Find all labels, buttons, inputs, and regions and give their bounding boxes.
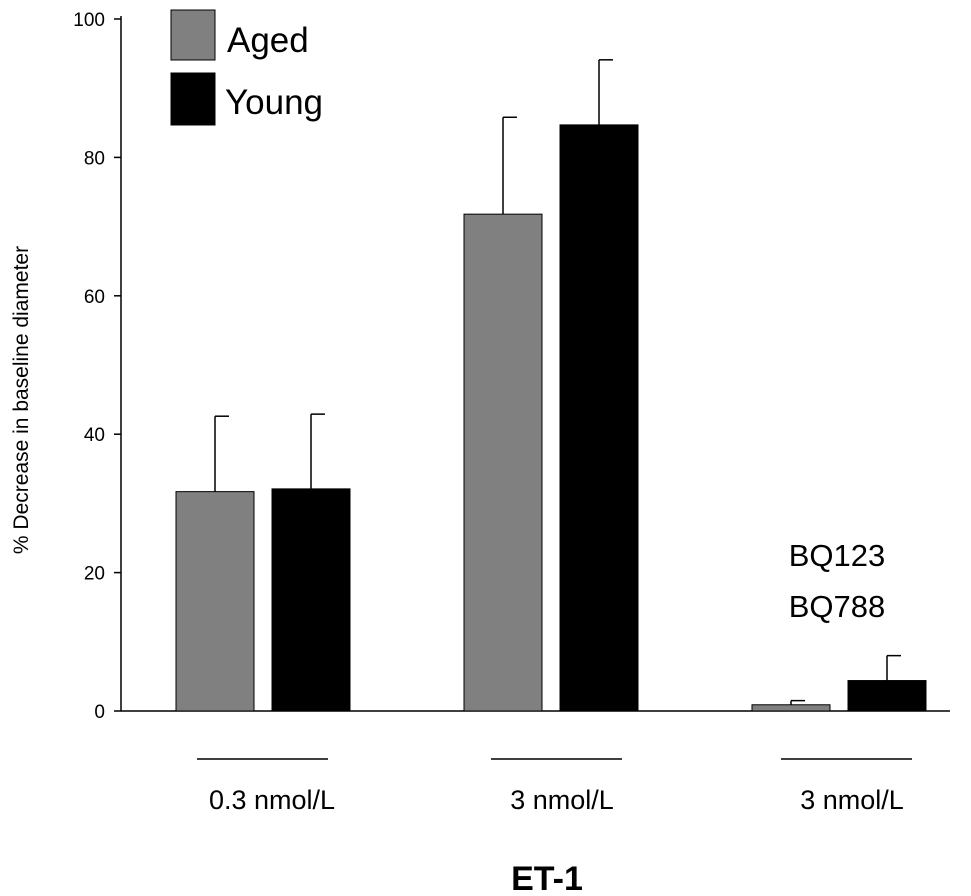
- legend-label-aged: Aged: [227, 21, 309, 60]
- bar-young: [847, 680, 927, 712]
- category-labels: 0.3 nmol/L 3 nmol/L 3 nmol/L: [197, 758, 912, 815]
- y-tick-label: 60: [84, 287, 105, 308]
- x-axis-title: ET-1: [511, 860, 583, 896]
- bars: [175, 59, 927, 712]
- annotation-bq788: BQ788: [789, 589, 886, 624]
- annotation-bq123: BQ123: [789, 538, 886, 573]
- bar-aged: [463, 213, 543, 712]
- category-label: 0.3 nmol/L: [209, 785, 335, 815]
- category-label: 3 nmol/L: [800, 785, 904, 815]
- legend: Aged Young: [170, 9, 323, 126]
- legend-swatch-aged: [170, 9, 216, 61]
- bar-young: [559, 124, 639, 712]
- bar-young: [271, 488, 351, 712]
- legend-label-young: Young: [225, 83, 323, 122]
- legend-swatch-young: [170, 72, 216, 126]
- axes: 0 20 40 60 80 100: [73, 10, 950, 723]
- category-label: 3 nmol/L: [510, 785, 614, 815]
- y-tick-label: 100: [73, 10, 105, 31]
- y-tick-label: 0: [94, 702, 105, 723]
- y-tick-label: 20: [84, 564, 105, 585]
- y-tick-label: 80: [84, 148, 105, 169]
- y-tick-label: 40: [84, 425, 105, 446]
- bar-aged: [751, 704, 831, 712]
- bar-aged: [175, 491, 255, 712]
- y-axis-title: % Decrease in baseline diameter: [10, 246, 33, 554]
